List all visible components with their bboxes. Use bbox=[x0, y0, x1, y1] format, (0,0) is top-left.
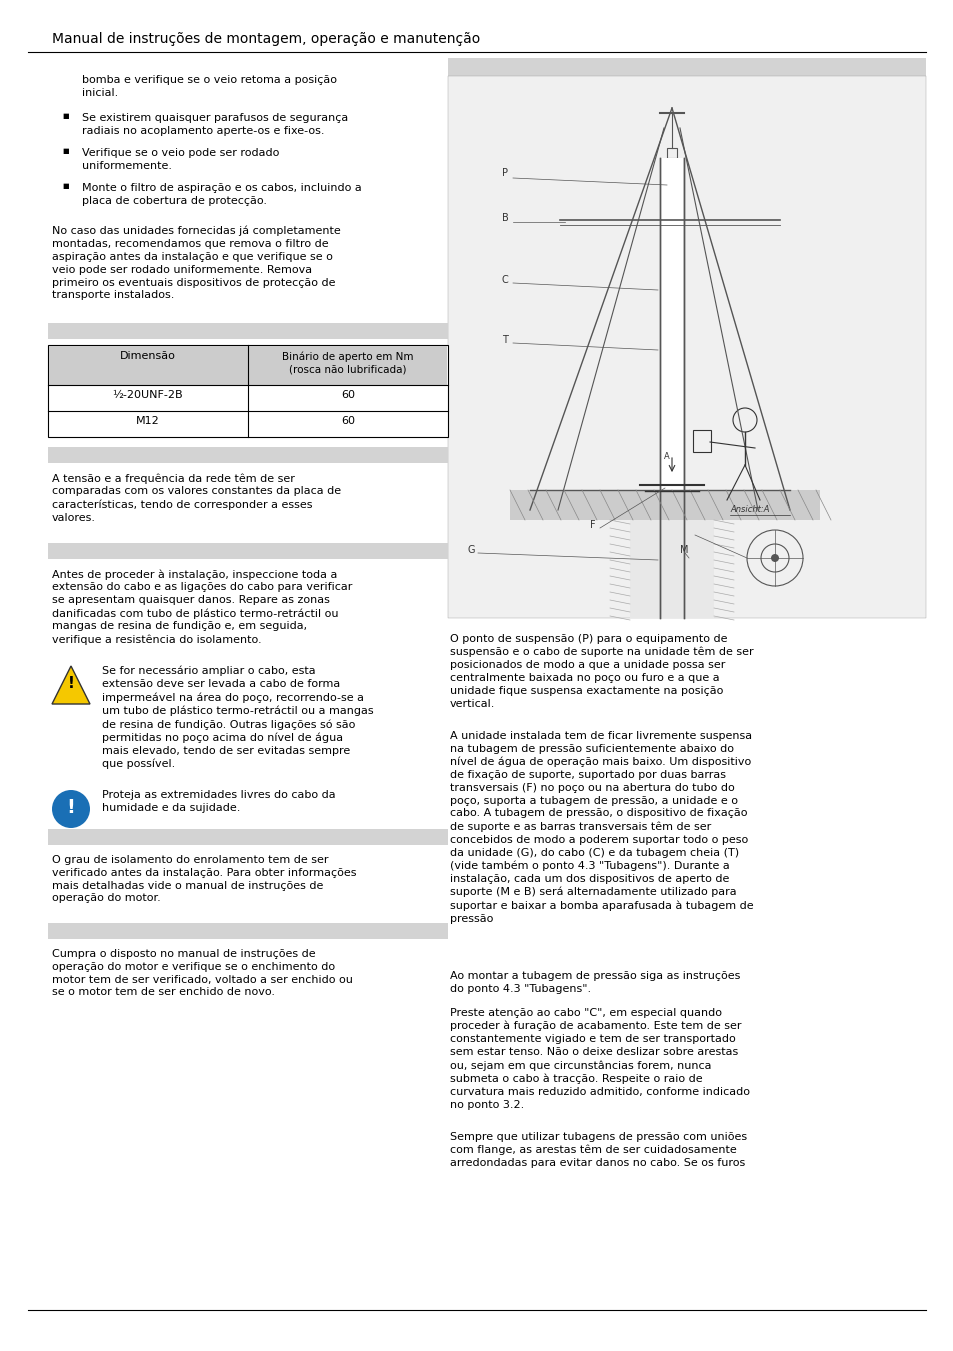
Circle shape bbox=[770, 554, 779, 562]
Text: M: M bbox=[679, 544, 688, 555]
Text: Proteja as extremidades livres do cabo da
humidade e da sujidade.: Proteja as extremidades livres do cabo d… bbox=[102, 790, 335, 813]
Text: C: C bbox=[501, 276, 508, 285]
Text: Sempre que utilizar tubagens de pressão com uniões
com flange, as arestas têm de: Sempre que utilizar tubagens de pressão … bbox=[450, 1132, 746, 1169]
Text: Ao montar a tubagem de pressão siga as instruções
do ponto 4.3 "Tubagens".: Ao montar a tubagem de pressão siga as i… bbox=[450, 971, 740, 994]
Text: A tensão e a frequência da rede têm de ser
comparadas com os valores constantes : A tensão e a frequência da rede têm de s… bbox=[52, 473, 341, 523]
Text: !: ! bbox=[68, 676, 74, 690]
Text: No caso das unidades fornecidas já completamente
montadas, recomendamos que remo: No caso das unidades fornecidas já compl… bbox=[52, 226, 340, 300]
Text: Se existirem quaisquer parafusos de segurança
radiais no acoplamento aperte-os e: Se existirem quaisquer parafusos de segu… bbox=[82, 113, 348, 136]
Text: ■: ■ bbox=[62, 113, 69, 119]
Bar bbox=[659, 158, 682, 617]
Text: Manual de instruções de montagem, operação e manutenção: Manual de instruções de montagem, operaç… bbox=[52, 32, 479, 46]
Text: !: ! bbox=[67, 798, 75, 817]
Text: O ponto de suspensão (P) para o equipamento de
suspensão e o cabo de suporte na : O ponto de suspensão (P) para o equipame… bbox=[450, 634, 753, 709]
Text: A unidade instalada tem de ficar livremente suspensa
na tubagem de pressão sufic: A unidade instalada tem de ficar livreme… bbox=[450, 731, 753, 924]
Text: 60: 60 bbox=[340, 390, 355, 400]
Text: bomba e verifique se o veio retoma a posição
inicial.: bomba e verifique se o veio retoma a pos… bbox=[82, 76, 336, 97]
Circle shape bbox=[52, 790, 90, 828]
Text: A: A bbox=[663, 453, 669, 461]
Bar bbox=[48, 323, 448, 339]
Text: B: B bbox=[501, 213, 508, 223]
Text: F: F bbox=[589, 520, 595, 530]
Text: ■: ■ bbox=[62, 182, 69, 189]
Text: Se for necessário ampliar o cabo, esta
extensão deve ser levada a cabo de forma
: Se for necessário ampliar o cabo, esta e… bbox=[102, 666, 374, 770]
Bar bbox=[448, 58, 925, 76]
Text: Antes de proceder à instalação, inspeccione toda a
extensão do cabo e as ligaçõe: Antes de proceder à instalação, inspecci… bbox=[52, 569, 352, 644]
Text: 60: 60 bbox=[340, 416, 355, 426]
Text: Monte o filtro de aspiração e os cabos, incluindo a
placa de cobertura de protec: Monte o filtro de aspiração e os cabos, … bbox=[82, 182, 361, 205]
Bar bbox=[48, 345, 448, 436]
Bar bbox=[49, 346, 447, 385]
Text: ■: ■ bbox=[62, 149, 69, 154]
Bar bbox=[666, 149, 677, 158]
Text: T: T bbox=[501, 335, 507, 345]
Bar bbox=[510, 490, 820, 520]
Text: O grau de isolamento do enrolamento tem de ser
verificado antes da instalação. P: O grau de isolamento do enrolamento tem … bbox=[52, 855, 356, 904]
Bar bbox=[48, 447, 448, 463]
Bar bbox=[48, 830, 448, 844]
Polygon shape bbox=[52, 666, 90, 704]
Text: M12: M12 bbox=[136, 416, 160, 426]
Text: Verifique se o veio pode ser rodado
uniformemente.: Verifique se o veio pode ser rodado unif… bbox=[82, 149, 279, 170]
Text: G: G bbox=[468, 544, 475, 555]
Bar bbox=[629, 520, 713, 617]
Text: P: P bbox=[501, 168, 507, 178]
Text: Cumpra o disposto no manual de instruções de
operação do motor e verifique se o : Cumpra o disposto no manual de instruçõe… bbox=[52, 948, 353, 997]
Bar bbox=[692, 430, 710, 453]
Bar bbox=[448, 76, 925, 617]
Text: Ansicht:A: Ansicht:A bbox=[729, 505, 769, 513]
Bar bbox=[48, 923, 448, 939]
Text: Binário de aperto em Nm
(rosca não lubrificada): Binário de aperto em Nm (rosca não lubri… bbox=[282, 351, 414, 374]
Bar bbox=[48, 543, 448, 559]
Text: Dimensão: Dimensão bbox=[120, 351, 175, 361]
Text: Preste atenção ao cabo "C", em especial quando
proceder à furação de acabamento.: Preste atenção ao cabo "C", em especial … bbox=[450, 1008, 749, 1109]
Text: ½-20UNF-2B: ½-20UNF-2B bbox=[112, 390, 183, 400]
